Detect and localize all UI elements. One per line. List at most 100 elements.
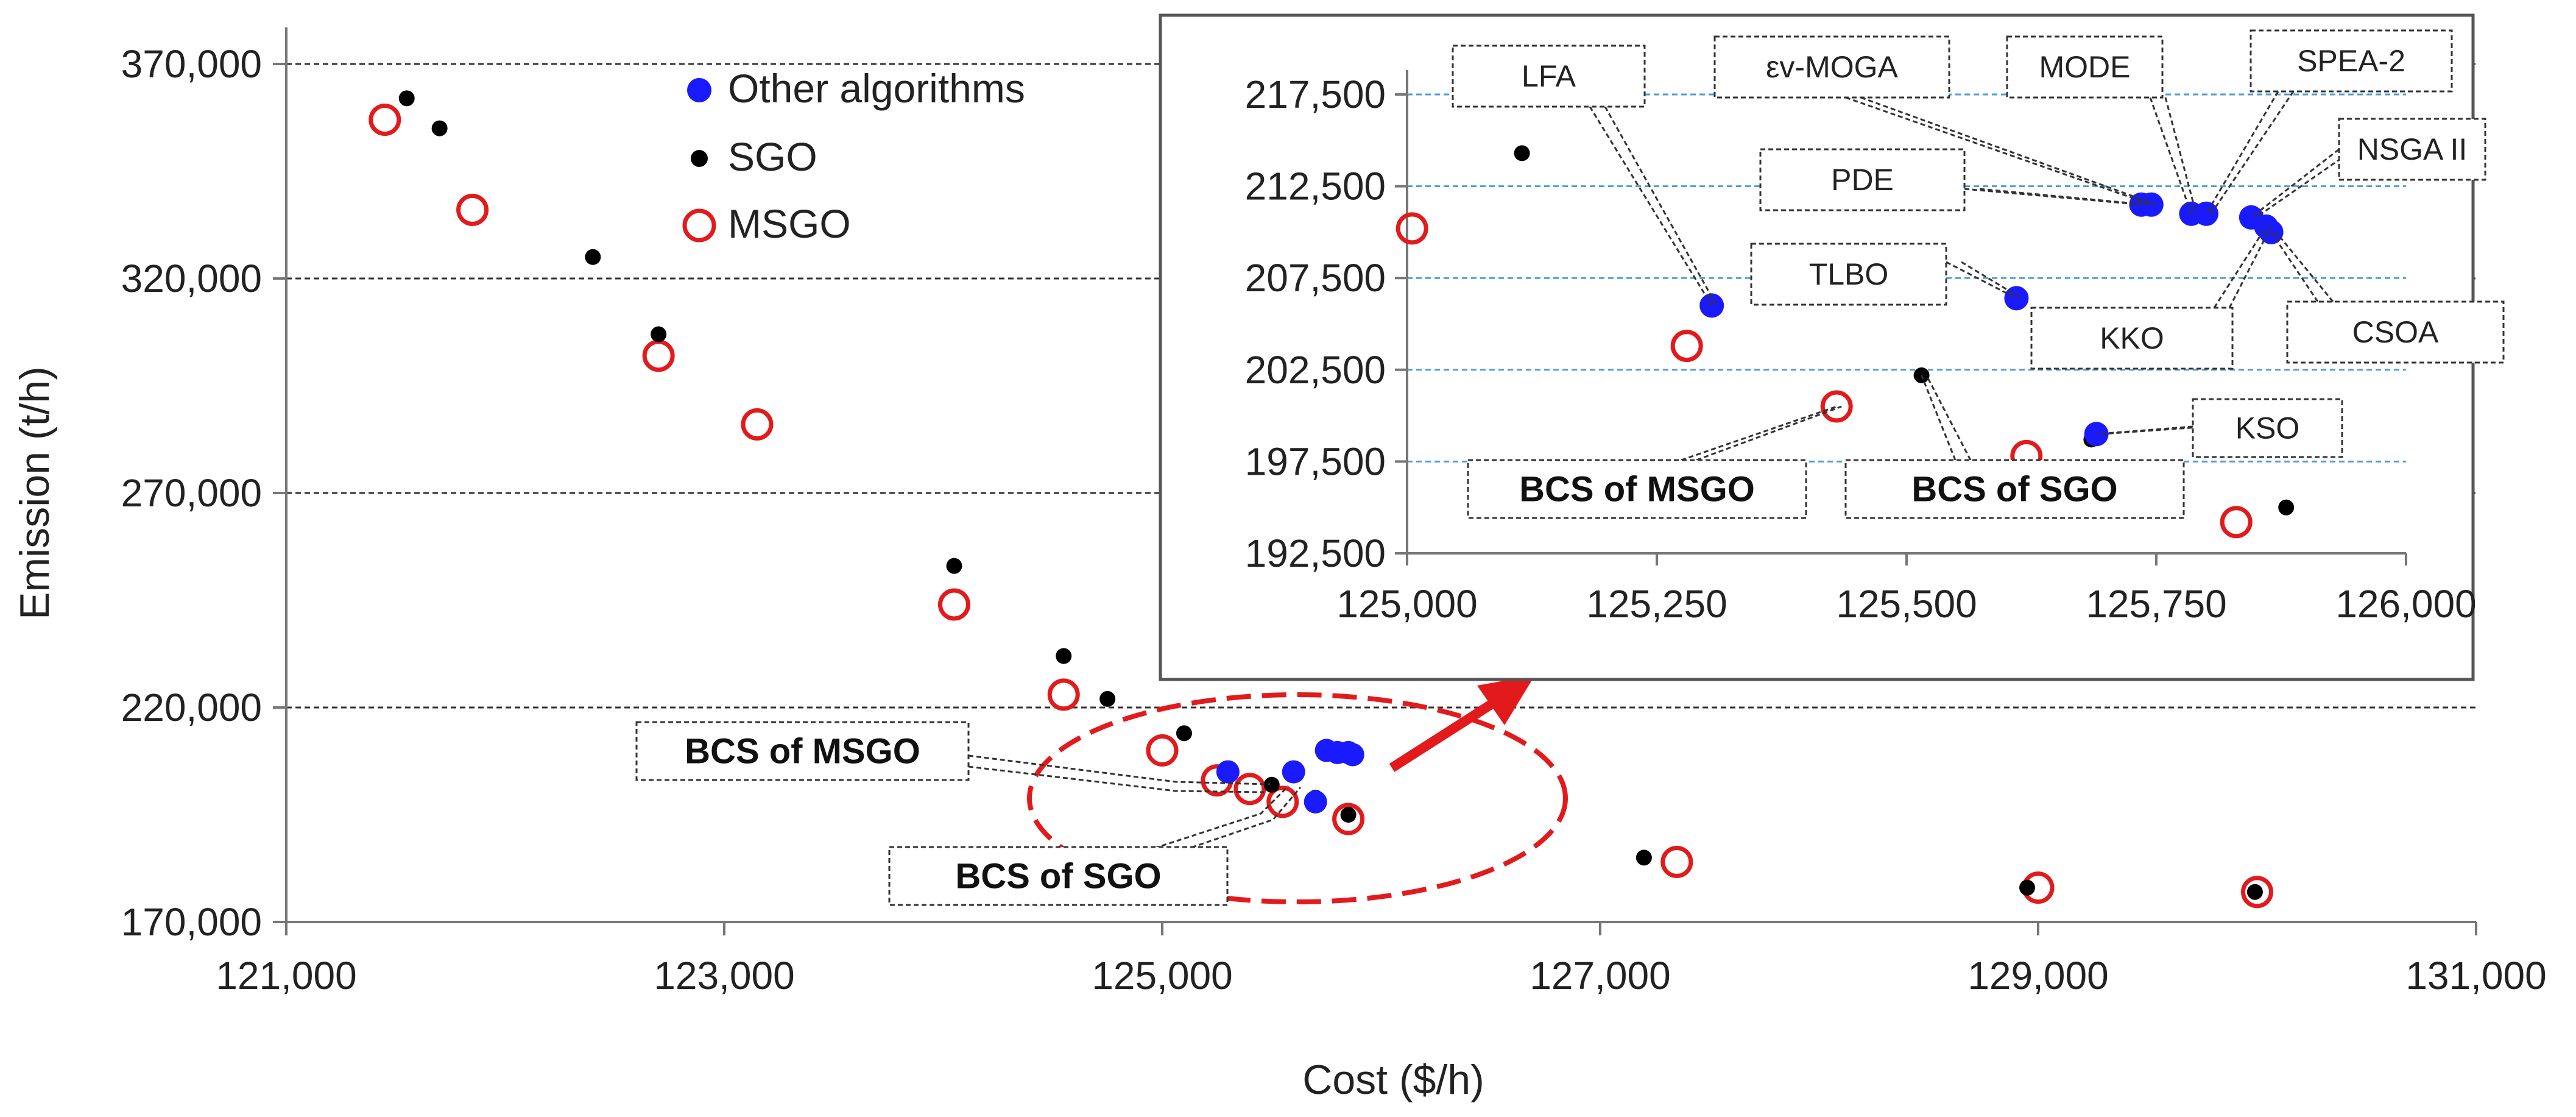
data-point-msgo: [1660, 845, 1693, 878]
inset-callout-kko-label: KKO: [2100, 321, 2164, 355]
data-point-msgo: [1396, 212, 1428, 245]
inset-callout-lfa-box: [1452, 44, 1646, 108]
inset-callout-nsga-ii-leader: [2255, 148, 2355, 219]
inset-callout-bcs-of-msgo-leader: [1681, 405, 1837, 461]
data-point-msgo: [1820, 390, 1853, 423]
inset-callout-kko-leader: [2213, 226, 2267, 308]
inset-x-tick-label: 125,500: [1836, 582, 1977, 626]
data-point-sgo: [1514, 145, 1530, 161]
main-y-tick-label: 220,000: [121, 686, 262, 729]
inset-callout-pde-leader: [1979, 188, 2147, 206]
data-point-msgo: [1233, 773, 1266, 806]
data-point-msgo: [2241, 876, 2273, 909]
inset-y-tick-label: 207,500: [1245, 256, 1386, 300]
data-point-sgo: [2278, 499, 2295, 516]
inset-callout-nsga-ii-leader: [2250, 148, 2340, 218]
data-point-sgo: [1340, 807, 1357, 823]
inset-x-tick-label: 125,000: [1336, 582, 1477, 626]
inset-callout--v-moga-leader: [1860, 96, 2157, 206]
inset-callout-mode-leader: [2164, 97, 2197, 215]
inset-callout-pde-box: [1759, 148, 1966, 211]
inset-callout-bcs-of-msgo-label: BCS of MSGO: [1519, 470, 1755, 509]
zoom-arrow-shaft: [1389, 693, 1505, 772]
data-point-sgo: [946, 558, 962, 574]
data-point-other: [1304, 790, 1327, 814]
inset-callout-tlbo-leader: [1946, 261, 2017, 299]
data-point-sgo: [2246, 884, 2263, 900]
data-point-other: [2194, 201, 2218, 226]
main-x-tick-label: 129,000: [1967, 954, 2108, 998]
data-point-sgo: [1263, 776, 1280, 793]
inset-callout--v-moga-label: εv-MOGA: [1766, 50, 1898, 84]
inset-callout-csoa-leader: [2270, 232, 2319, 302]
main-bcs-sgo-annotation-label: BCS of SGO: [955, 857, 1161, 896]
main-bcs-msgo-annotation-label: BCS of MSGO: [685, 732, 920, 771]
inset-x-tick-label: 126,000: [2335, 582, 2476, 626]
data-point-sgo: [1636, 849, 1652, 866]
inset-callout-lfa-label: LFA: [1522, 59, 1576, 93]
inset-y-tick-label: 197,500: [1245, 439, 1386, 483]
main-x-tick-label: 125,000: [1092, 954, 1232, 998]
inset-callout--v-moga-leader: [1845, 96, 2152, 206]
inset-callout-lfa-leader: [1589, 106, 1713, 307]
main-bcs-msgo-leader: [968, 754, 1271, 785]
data-point-sgo: [651, 326, 667, 342]
inset-y-tick-label: 217,500: [1245, 73, 1386, 116]
main-x-tick-label: 131,000: [2405, 954, 2546, 998]
inset-frame: [1159, 13, 2475, 681]
legend-entry: SGO: [728, 134, 817, 179]
inset-callout-kko-box: [2030, 307, 2234, 370]
inset-callout-tlbo-leader: [1961, 261, 2022, 299]
data-point-msgo: [369, 104, 401, 137]
data-point-other: [1341, 743, 1364, 767]
main-bcs-msgo-annotation-box: [635, 721, 970, 781]
inset-callout-kso-box: [2192, 398, 2343, 458]
data-point-sgo: [585, 249, 601, 265]
inset-callout-bcs-of-sgo-label: BCS of SGO: [1911, 470, 2117, 509]
data-point-msgo: [1670, 330, 1703, 363]
main-y-tick-label: 370,000: [121, 42, 262, 86]
main-y-axis-title: Emission (t/h): [12, 366, 58, 620]
data-point-sgo: [398, 90, 415, 107]
data-point-msgo: [1047, 678, 1080, 711]
inset-callout-spea-2-label: SPEA-2: [2297, 44, 2405, 78]
inset-callout-bcs-of-msgo-box: [1467, 459, 1807, 519]
data-point-sgo: [1176, 725, 1192, 742]
inset-y-tick-label: 212,500: [1245, 165, 1386, 208]
main-bcs-sgo-leader: [1138, 787, 1302, 867]
inset-callout-tlbo-label: TLBO: [1809, 257, 1889, 291]
inset-callout-mode-label: MODE: [2039, 50, 2131, 84]
data-point-sgo: [1099, 690, 1116, 707]
inset-callout-bcs-of-sgo-leader: [1921, 375, 1957, 461]
inset-y-tick-label: 192,500: [1245, 531, 1386, 575]
data-point-msgo: [456, 193, 489, 226]
inset-callout-nsga-ii-box: [2338, 118, 2486, 181]
data-point-sgo: [2019, 879, 2036, 896]
data-point-sgo: [691, 150, 708, 167]
legend-entry: Other algorithms: [728, 66, 1025, 111]
data-point-msgo: [682, 208, 716, 243]
data-point-other: [1216, 760, 1240, 784]
main-y-tick-label: 320,000: [121, 257, 262, 300]
inset-y-tick-label: 202,500: [1245, 348, 1386, 392]
main-x-axis-title: Cost ($/h): [1302, 1057, 1484, 1103]
highlight-ellipse: [1027, 692, 1568, 904]
data-point-other: [687, 78, 711, 102]
inset-callout-bcs-of-sgo-box: [1844, 459, 2185, 519]
inset-callout-csoa-leader: [2275, 231, 2334, 302]
inset-x-tick-label: 125,250: [1586, 582, 1727, 626]
inset-callout-kko-leader: [2228, 226, 2272, 308]
main-x-tick-label: 123,000: [654, 954, 794, 998]
main-bcs-sgo-annotation-box: [888, 846, 1229, 906]
main-plot: 170,000 220,000 270,000 320,000 370,000 121,0…: [12, 27, 2547, 1103]
main-x-tick-label: 127,000: [1530, 954, 1670, 998]
inset-callout-nsga-ii-label: NSGA II: [2357, 132, 2468, 166]
inset-callout-mode-box: [2006, 35, 2164, 99]
inset-plot: 192,500 197,500 202,500 207,500 212,500 217,5…: [1159, 13, 2505, 681]
inset-callout-bcs-of-sgo-leader: [1925, 375, 1972, 461]
inset-callout-csoa-box: [2286, 300, 2505, 364]
data-point-msgo: [1332, 803, 1365, 835]
inset-callout-csoa-label: CSOA: [2352, 315, 2439, 349]
